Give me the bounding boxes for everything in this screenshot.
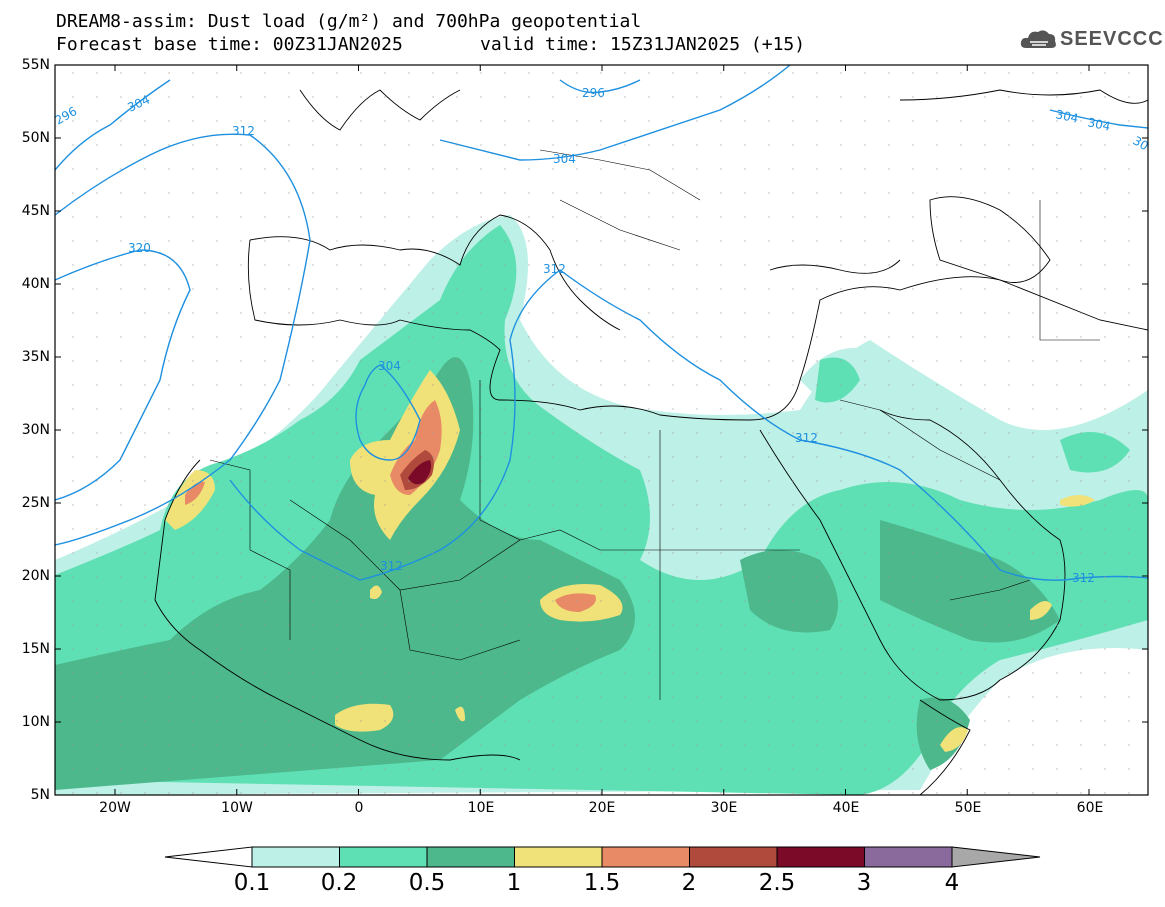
lat-label: 35N [21,349,50,365]
lat-label: 45N [21,203,50,219]
lat-label: 55N [21,57,50,73]
lon-label: 30E [710,800,738,816]
lon-label: 40E [832,800,860,816]
lat-label: 25N [21,495,50,511]
lat-label: 20N [21,568,50,584]
lon-label: 60E [1076,800,1104,816]
colorbar [164,846,1041,868]
colorbar-label: 2 [681,870,697,896]
axis-ticks [55,64,1148,796]
map-content: 296 304 312 320 304 296 304 304 304 312 … [55,65,1148,795]
lat-label: 5N [30,787,50,803]
lat-label: 10N [21,714,50,730]
lon-label: 0 [354,800,364,816]
colorbar-label: 1 [506,870,522,896]
colorbar-label: 3 [856,870,872,896]
lon-label: 20W [99,800,131,816]
colorbar-label: 1.5 [583,870,621,896]
logo-text: SEEVCCC [1060,28,1164,50]
chart-title-valid-time: valid time: 15Z31JAN2025 (+15) [480,34,806,55]
chart-title-line1: DREAM8-assim: Dust load (g/m²) and 700hP… [56,11,642,32]
colorbar-label: 2.5 [758,870,796,896]
colorbar-label: 0.5 [408,870,446,896]
lon-label: 10W [221,800,253,816]
colorbar-label: 4 [944,870,960,896]
lat-label: 15N [21,641,50,657]
lon-label: 20E [588,800,616,816]
lat-label: 50N [21,130,50,146]
lon-label: 10E [467,800,495,816]
lon-label: 50E [954,800,982,816]
lat-label: 40N [21,276,50,292]
chart-title-base-time: Forecast base time: 00Z31JAN2025 [56,34,403,55]
cloud-icon [1020,30,1056,48]
seevccc-logo: SEEVCCC [1018,24,1163,56]
colorbar-label: 0.1 [233,870,271,896]
colorbar-label: 0.2 [320,870,358,896]
lat-label: 30N [21,422,50,438]
